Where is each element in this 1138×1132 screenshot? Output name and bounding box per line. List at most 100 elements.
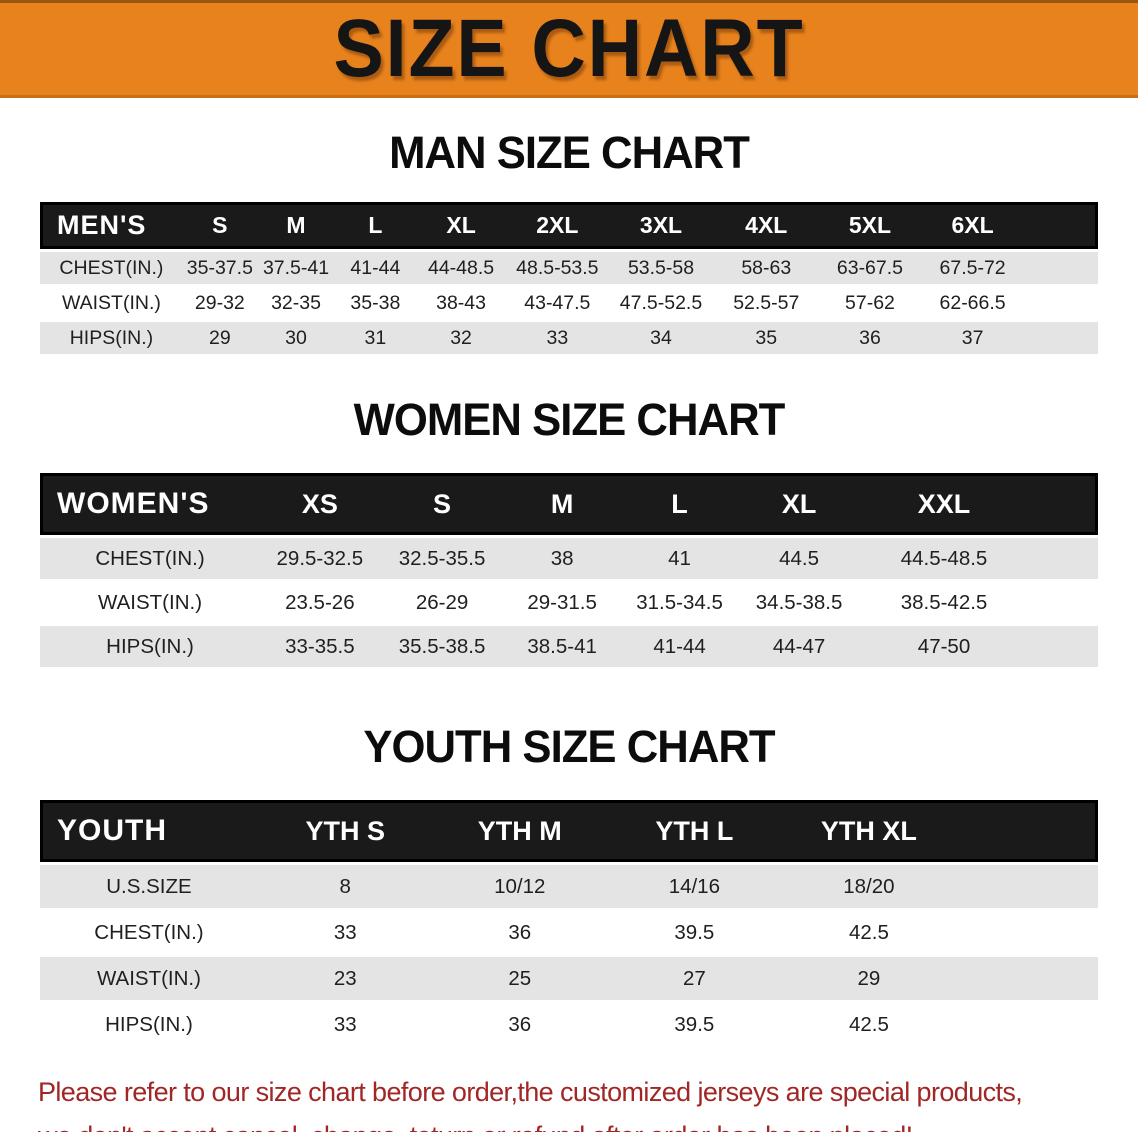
column-header: 5XL xyxy=(818,202,922,249)
size-value: 36 xyxy=(432,911,608,954)
spacer-cell xyxy=(1029,582,1098,623)
size-value: 57-62 xyxy=(818,287,922,319)
size-value: 32 xyxy=(415,322,507,354)
header-row: MEN'S S M L XL 2XL 3XL 4XL 5XL 6XL xyxy=(40,202,1098,249)
size-value: 26-29 xyxy=(379,582,505,623)
size-value: 38-43 xyxy=(415,287,507,319)
size-value: 33 xyxy=(257,911,433,954)
youth-section-heading: YOUTH SIZE CHART xyxy=(363,721,775,772)
women-size-table-grid: WOMEN'S XS S M L XL XXL CHEST(IN.) 29.5-32.5 32.5… xyxy=(40,470,1098,670)
spacer-cell xyxy=(956,911,1098,954)
table-row: WAIST(IN.) 23 25 27 29 xyxy=(40,957,1098,1000)
size-value: 36 xyxy=(432,1003,608,1046)
size-value: 32.5-35.5 xyxy=(379,538,505,579)
size-value: 43-47.5 xyxy=(506,287,609,319)
size-value: 25 xyxy=(432,957,608,1000)
size-value: 39.5 xyxy=(607,1003,782,1046)
table-row: WAIST(IN.) 29-32 32-35 35-38 38-43 43-47.5 47.… xyxy=(40,287,1098,319)
table-title: WOMEN'S xyxy=(40,473,261,535)
size-value: 53.5-58 xyxy=(608,252,714,284)
size-value: 23.5-26 xyxy=(260,582,380,623)
column-header: 4XL xyxy=(713,202,819,249)
size-value: 41 xyxy=(619,538,740,579)
spacer-cell xyxy=(956,1003,1098,1046)
column-header: YTH S xyxy=(257,800,433,862)
size-value: 41-44 xyxy=(335,252,416,284)
size-value: 42.5 xyxy=(781,911,957,954)
size-value: 47.5-52.5 xyxy=(608,287,714,319)
column-header: XXL xyxy=(858,473,1030,535)
column-header: XL xyxy=(415,202,507,249)
section-men: MAN SIZE CHART MEN'S S M L XL 2XL 3XL 4XL 5XL 6XL… xyxy=(0,130,1138,357)
size-value: 44-48.5 xyxy=(415,252,507,284)
table-title: YOUTH xyxy=(40,800,258,862)
spacer-cell xyxy=(956,865,1098,908)
column-header: YTH L xyxy=(607,800,782,862)
women-size-table: WOMEN'S XS S M L XL XXL CHEST(IN.) 29.5-32.5 32.5… xyxy=(40,470,1098,670)
women-section-heading: WOMEN SIZE CHART xyxy=(353,394,786,445)
column-header: XL xyxy=(739,473,859,535)
size-value: 34.5-38.5 xyxy=(739,582,859,623)
section-women: WOMEN SIZE CHART WOMEN'S XS S M L XL XXL CHEST(… xyxy=(0,397,1138,670)
size-value: 42.5 xyxy=(781,1003,957,1046)
size-value: 29-31.5 xyxy=(504,582,620,623)
disclaimer-line-1: Please refer to our size chart before or… xyxy=(38,1077,1023,1107)
size-value: 29 xyxy=(182,322,257,354)
row-label: CHEST(IN.) xyxy=(40,252,183,284)
section-youth: YOUTH SIZE CHART YOUTH YTH S YTH M YTH L YTH… xyxy=(0,724,1138,1049)
size-value: 38.5-42.5 xyxy=(858,582,1030,623)
size-value: 27 xyxy=(607,957,782,1000)
column-header: S xyxy=(182,202,257,249)
youth-size-table: YOUTH YTH S YTH M YTH L YTH XL U.S.SIZE 8 10/12… xyxy=(40,797,1098,1049)
table-row: CHEST(IN.) 35-37.5 37.5-41 41-44 44-48.5 48.5… xyxy=(40,252,1098,284)
row-label: WAIST(IN.) xyxy=(40,957,258,1000)
size-value: 23 xyxy=(257,957,433,1000)
column-header: 2XL xyxy=(506,202,609,249)
size-value: 44.5-48.5 xyxy=(858,538,1030,579)
men-size-table-grid: MEN'S S M L XL 2XL 3XL 4XL 5XL 6XL CHEST(IN.) 35-37… xyxy=(40,199,1098,357)
column-header: YTH XL xyxy=(781,800,957,862)
table-row: HIPS(IN.) 33 36 39.5 42.5 xyxy=(40,1003,1098,1046)
row-label: CHEST(IN.) xyxy=(40,911,258,954)
size-value: 38.5-41 xyxy=(504,626,620,667)
spacer-cell xyxy=(1029,473,1098,535)
size-value: 38 xyxy=(504,538,620,579)
row-label: WAIST(IN.) xyxy=(40,287,183,319)
spacer-cell xyxy=(1023,202,1098,249)
row-label: U.S.SIZE xyxy=(40,865,258,908)
size-value: 31 xyxy=(335,322,416,354)
size-value: 29-32 xyxy=(182,287,257,319)
size-value: 67.5-72 xyxy=(921,252,1024,284)
column-header: M xyxy=(504,473,620,535)
table-row: CHEST(IN.) 33 36 39.5 42.5 xyxy=(40,911,1098,954)
size-value: 33 xyxy=(257,1003,433,1046)
table-row: CHEST(IN.) 29.5-32.5 32.5-35.5 38 41 44.5 44.5… xyxy=(40,538,1098,579)
men-section-heading: MAN SIZE CHART xyxy=(389,127,750,178)
spacer-cell xyxy=(1029,538,1098,579)
size-value: 58-63 xyxy=(713,252,819,284)
disclaimer: Please refer to our size chart before or… xyxy=(38,1075,1128,1132)
column-header: YTH M xyxy=(432,800,608,862)
size-value: 52.5-57 xyxy=(713,287,819,319)
banner: SIZE CHART xyxy=(0,0,1138,98)
row-label: CHEST(IN.) xyxy=(40,538,261,579)
column-header: S xyxy=(379,473,505,535)
size-value: 10/12 xyxy=(432,865,608,908)
size-value: 35.5-38.5 xyxy=(379,626,505,667)
table-row: HIPS(IN.) 29 30 31 32 33 34 35 36 37 xyxy=(40,322,1098,354)
table-row: WAIST(IN.) 23.5-26 26-29 29-31.5 31.5-34.5 34… xyxy=(40,582,1098,623)
spacer-cell xyxy=(1023,252,1098,284)
size-value: 37.5-41 xyxy=(256,252,336,284)
column-header: 3XL xyxy=(608,202,714,249)
size-value: 62-66.5 xyxy=(921,287,1024,319)
header-row: YOUTH YTH S YTH M YTH L YTH XL xyxy=(40,800,1098,862)
size-value: 47-50 xyxy=(858,626,1030,667)
size-value: 44.5 xyxy=(739,538,859,579)
size-value: 34 xyxy=(608,322,714,354)
size-value: 29 xyxy=(781,957,957,1000)
table-row: HIPS(IN.) 33-35.5 35.5-38.5 38.5-41 41-44 44-… xyxy=(40,626,1098,667)
spacer-cell xyxy=(1023,322,1098,354)
column-header: L xyxy=(619,473,740,535)
column-header: 6XL xyxy=(921,202,1024,249)
